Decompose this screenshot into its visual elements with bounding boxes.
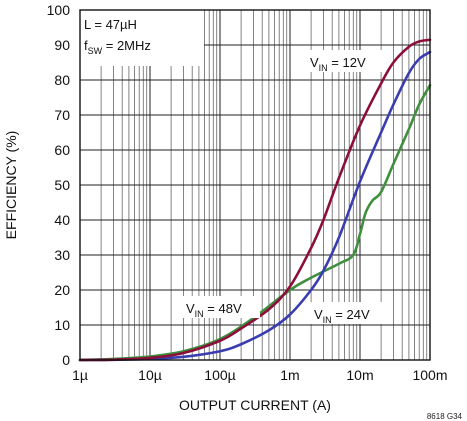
inductance-label: L = 47µH — [84, 17, 137, 32]
y-tick-label: 20 — [54, 282, 70, 298]
series-line-48v — [78, 83, 432, 362]
tick-labels: 1µ 10µ 100µ 1m 10m 100m 0 10 20 30 40 50 60 70 80 90 100 — [47, 2, 448, 383]
x-tick-label: 1µ — [72, 367, 88, 383]
frequency-label-value: = 2MHz — [102, 38, 151, 53]
y-tick-label: 40 — [54, 212, 70, 228]
series — [78, 38, 432, 362]
y-tick-label: 30 — [54, 247, 70, 263]
frequency-label: fSW = 2MHz — [84, 38, 151, 56]
plot-frame — [79, 9, 431, 361]
x-tick-label: 100m — [412, 367, 447, 383]
y-tick-label: 100 — [47, 2, 71, 18]
y-tick-label: 60 — [54, 142, 70, 158]
series-label-48v: VIN = 48V — [186, 301, 242, 319]
y-axis-title: EFFICIENCY (%) — [3, 131, 19, 240]
x-tick-label: 1m — [280, 367, 299, 383]
x-axis-title: OUTPUT CURRENT (A) — [179, 397, 331, 413]
x-tick-label: 10µ — [138, 367, 162, 383]
frequency-label-sub: SW — [88, 46, 103, 56]
x-tick-label: 10m — [346, 367, 373, 383]
series-line-12v — [78, 38, 432, 362]
series-line-24v — [78, 50, 432, 362]
series-label-box-24v — [310, 302, 390, 324]
y-tick-label: 70 — [54, 107, 70, 123]
series-label-24v: VIN = 24V — [314, 307, 370, 325]
figure-code: 8618 G34 — [427, 412, 463, 421]
y-tick-label: 0 — [62, 352, 70, 368]
y-tick-label: 80 — [54, 72, 70, 88]
conditions-box — [80, 10, 204, 66]
frequency-label-main: f — [84, 38, 88, 53]
y-tick-label: 90 — [54, 37, 70, 53]
x-tick-label: 100µ — [204, 367, 235, 383]
series-label-box-48v — [182, 296, 260, 318]
series-label-12v: VIN = 12V — [310, 55, 366, 73]
y-tick-label: 10 — [54, 317, 70, 333]
series-label-box-12v — [306, 50, 386, 72]
y-tick-label: 50 — [54, 177, 70, 193]
